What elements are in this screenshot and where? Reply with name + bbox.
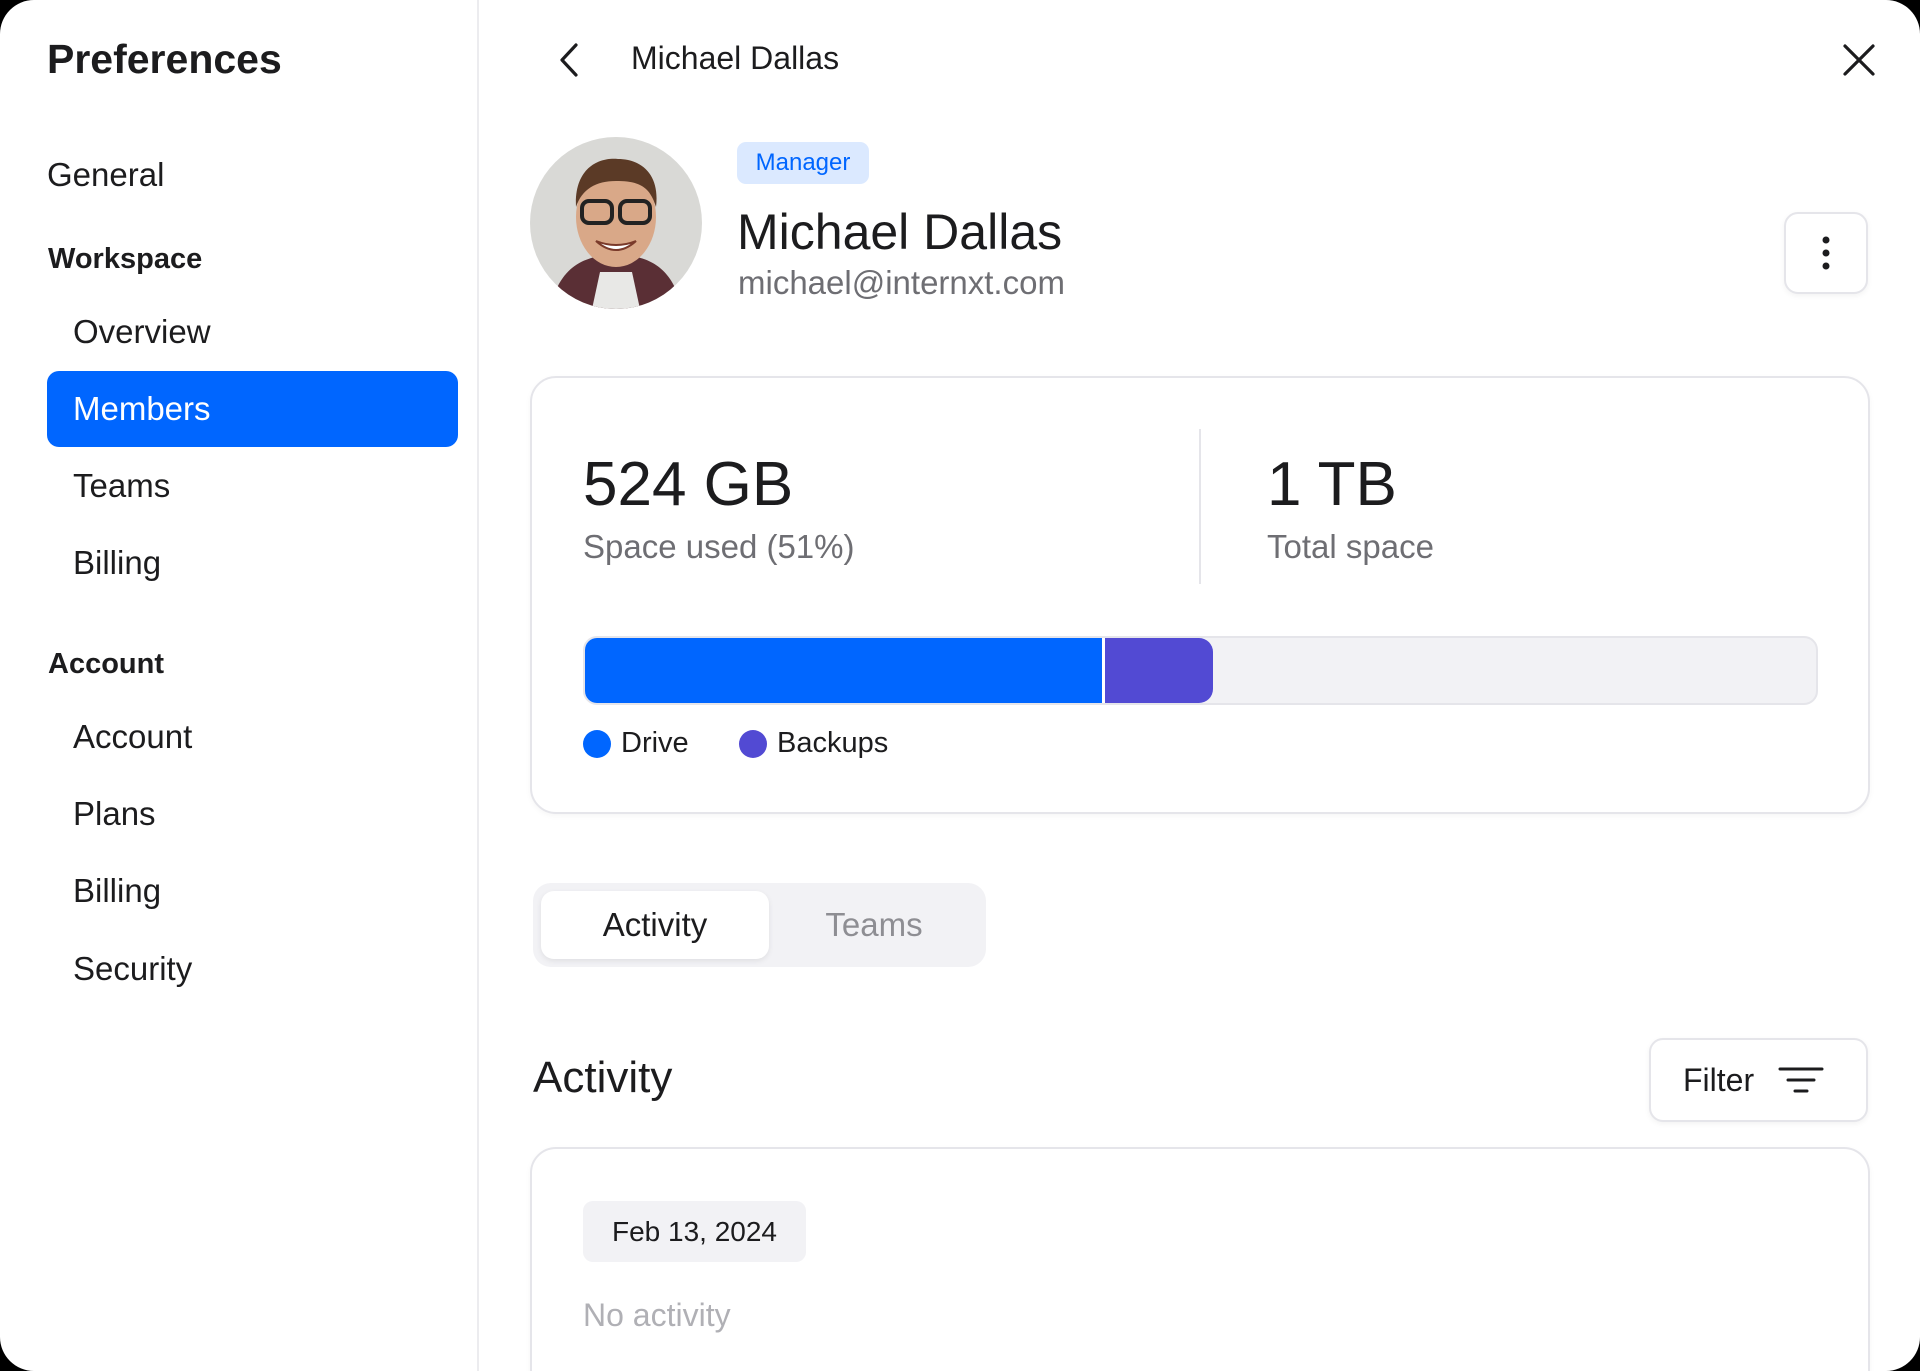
sidebar-item-account-billing[interactable]: Billing [73, 872, 162, 909]
section-header-workspace: Workspace [48, 243, 203, 275]
tab-teams[interactable]: Teams [825, 906, 923, 943]
sidebar-item-teams[interactable]: Teams [73, 467, 171, 504]
tab-activity[interactable]: Activity [541, 891, 769, 959]
member-email: michael@internxt.com [738, 264, 1065, 301]
more-options-button[interactable] [1784, 212, 1868, 294]
sidebar-item-security[interactable]: Security [73, 950, 193, 987]
empty-activity-text: No activity [583, 1297, 731, 1333]
drive-segment [585, 638, 1103, 703]
filter-lines-icon [1778, 1067, 1824, 1093]
total-space-value: 1 TB [1267, 450, 1397, 519]
activity-heading: Activity [533, 1053, 673, 1102]
member-name: Michael Dallas [737, 204, 1063, 260]
chevron-left-icon [560, 43, 578, 77]
avatar-photo [550, 158, 682, 309]
member-detail: Michael Dallas Manager Michael Dallas mi… [481, 0, 1920, 1371]
legend-backups-label: Backups [777, 727, 889, 759]
stats-divider [1199, 429, 1201, 584]
total-space-label: Total space [1267, 528, 1434, 565]
sidebar: Preferences General Workspace Overview M… [0, 0, 479, 1371]
storage-usage-bar [583, 636, 1818, 705]
filter-button[interactable]: Filter [1649, 1038, 1868, 1122]
more-vertical-icon [1822, 236, 1830, 270]
sidebar-item-members[interactable]: Members [47, 371, 458, 447]
activity-card: Feb 13, 2024 No activity [530, 1147, 1870, 1371]
role-badge: Manager [737, 142, 869, 184]
drive-dot-icon [583, 729, 611, 758]
sidebar-item-general[interactable]: General [47, 156, 165, 193]
back-button[interactable] [547, 38, 591, 82]
date-pill: Feb 13, 2024 [583, 1201, 806, 1262]
avatar [530, 137, 702, 309]
close-button[interactable] [1837, 38, 1881, 82]
sidebar-item-overview[interactable]: Overview [73, 313, 211, 350]
sidebar-item-account[interactable]: Account [73, 718, 193, 755]
tab-bar: Activity Teams [533, 883, 986, 967]
sidebar-item-workspace-billing[interactable]: Billing [73, 544, 162, 581]
close-icon [1843, 44, 1875, 76]
backups-segment [1102, 638, 1213, 703]
space-used-label: Space used (51%) [583, 528, 855, 565]
legend-drive-label: Drive [621, 727, 689, 759]
storage-card: 524 GB Space used (51%) 1 TB Total space [530, 376, 1870, 814]
header-title: Michael Dallas [631, 40, 840, 76]
section-header-account: Account [48, 648, 164, 680]
legend-drive: Drive [583, 727, 689, 760]
backups-dot-icon [739, 729, 767, 758]
sidebar-title: Preferences [47, 36, 282, 82]
sidebar-item-plans[interactable]: Plans [73, 795, 156, 832]
space-used-value: 524 GB [583, 450, 794, 519]
legend-backups: Backups [739, 727, 888, 760]
filter-label: Filter [1683, 1061, 1755, 1098]
